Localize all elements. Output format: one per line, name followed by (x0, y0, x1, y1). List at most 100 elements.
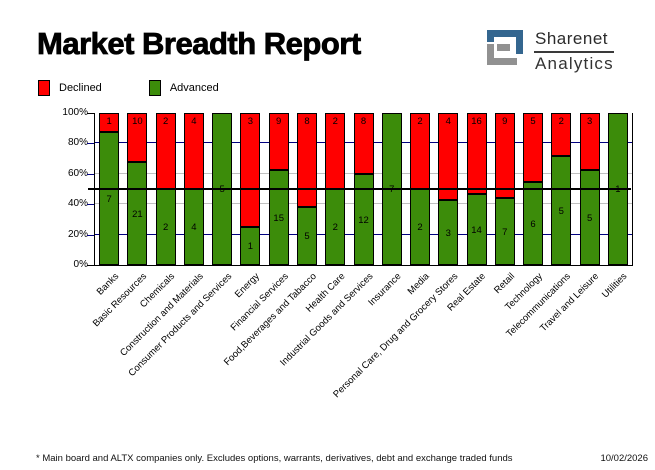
declined-segment: 3 (579, 113, 600, 170)
declined-segment: 2 (155, 113, 176, 189)
declined-legend-label: Declined (59, 82, 102, 94)
declined-value: 4 (445, 116, 451, 127)
y-axis-tick (87, 113, 94, 114)
advanced-value: 5 (586, 212, 593, 224)
declined-value: 4 (191, 116, 197, 127)
advanced-value: 14 (471, 224, 482, 236)
y-axis-label: 40% (67, 198, 88, 210)
declined-segment: 1 (99, 113, 120, 132)
declined-value: 3 (586, 116, 593, 127)
y-axis-label: 60% (67, 167, 88, 179)
declined-value: 2 (163, 116, 169, 127)
y-axis-tick (87, 234, 94, 236)
advanced-segment: 2 (325, 189, 346, 265)
footnote: * Main board and ALTX companies only. Ex… (36, 453, 513, 464)
advanced-value: 2 (332, 222, 338, 233)
sharenet-logo-icon (487, 30, 523, 65)
y-axis-tick (87, 204, 94, 206)
advanced-value: 5 (558, 205, 564, 217)
advanced-value: 7 (502, 226, 508, 238)
advanced-value: 2 (417, 222, 423, 233)
declined-legend-swatch (38, 80, 50, 96)
x-axis-label: Utilities (600, 271, 630, 301)
advanced-segment: 5 (551, 156, 572, 265)
sharenet-logo: Sharenet Analytics (484, 29, 614, 73)
declined-value: 2 (332, 116, 338, 127)
declined-segment: 9 (268, 113, 289, 170)
advanced-segment: 5 (296, 207, 317, 265)
declined-value: 2 (558, 116, 564, 127)
x-axis-label: Media (405, 271, 432, 298)
fifty-percent-line (88, 188, 631, 190)
bar-financial-services: 9 15 (268, 113, 289, 265)
declined-segment: 4 (438, 113, 459, 200)
logo-name: Sharenet (534, 29, 614, 53)
declined-segment: 9 (494, 113, 515, 198)
y-axis-label: 0% (73, 259, 88, 270)
advanced-value: 6 (530, 218, 536, 230)
advanced-segment: 12 (353, 174, 374, 265)
advanced-segment: 14 (466, 194, 487, 265)
advanced-value: 21 (132, 208, 143, 220)
declined-value: 1 (106, 116, 112, 127)
declined-value: 5 (530, 116, 536, 127)
bar-basic-resources: 10 21 (127, 113, 148, 265)
advanced-segment: 2 (410, 189, 431, 265)
y-axis-tick (87, 173, 94, 175)
declined-segment: 5 (523, 113, 544, 182)
advanced-segment: 3 (438, 200, 459, 265)
advanced-segment: 1 (240, 227, 261, 265)
y-axis-tick (87, 265, 94, 266)
advanced-legend-label: Advanced (169, 82, 219, 94)
advanced-segment: 2 (155, 189, 176, 265)
advanced-segment: 4 (183, 189, 204, 265)
declined-segment: 4 (183, 113, 204, 189)
advanced-legend-swatch (148, 80, 161, 96)
declined-value: 8 (360, 116, 367, 127)
advanced-value: 3 (445, 227, 451, 239)
advanced-value: 4 (191, 222, 197, 233)
chart-legend: Declined Advanced (38, 80, 219, 96)
declined-value: 3 (247, 116, 254, 127)
declined-segment: 16 (466, 113, 487, 194)
declined-value: 10 (132, 116, 143, 127)
advanced-segment: 15 (268, 170, 289, 265)
y-axis-label: 20% (67, 228, 88, 240)
declined-segment: 2 (325, 113, 346, 189)
advanced-value: 1 (247, 241, 254, 252)
bar-industrial-goods-and-services: 8 12 (353, 113, 374, 265)
advanced-value: 2 (163, 222, 169, 233)
advanced-segment: 5 (579, 170, 600, 265)
declined-segment: 8 (296, 113, 317, 207)
advanced-segment: 7 (99, 132, 120, 265)
declined-value: 16 (471, 116, 482, 127)
x-axis-label: Retail (491, 271, 517, 296)
declined-segment: 3 (240, 113, 261, 227)
declined-segment: 8 (353, 113, 374, 174)
declined-value: 8 (304, 116, 310, 127)
advanced-segment: 6 (523, 182, 544, 265)
page-title: Market Breadth Report (37, 26, 362, 62)
advanced-value: 7 (106, 193, 112, 205)
declined-value: 9 (502, 116, 508, 127)
advanced-value: 5 (304, 231, 310, 242)
declined-segment: 2 (410, 113, 431, 189)
advanced-value: 12 (358, 214, 369, 226)
logo-division: Analytics (535, 53, 614, 73)
logo-text: Sharenet Analytics (534, 29, 614, 73)
report-date: 10/02/2026 (600, 453, 648, 464)
y-axis-tick (87, 143, 94, 145)
y-axis-label: 100% (62, 107, 88, 118)
advanced-segment: 21 (127, 162, 148, 265)
